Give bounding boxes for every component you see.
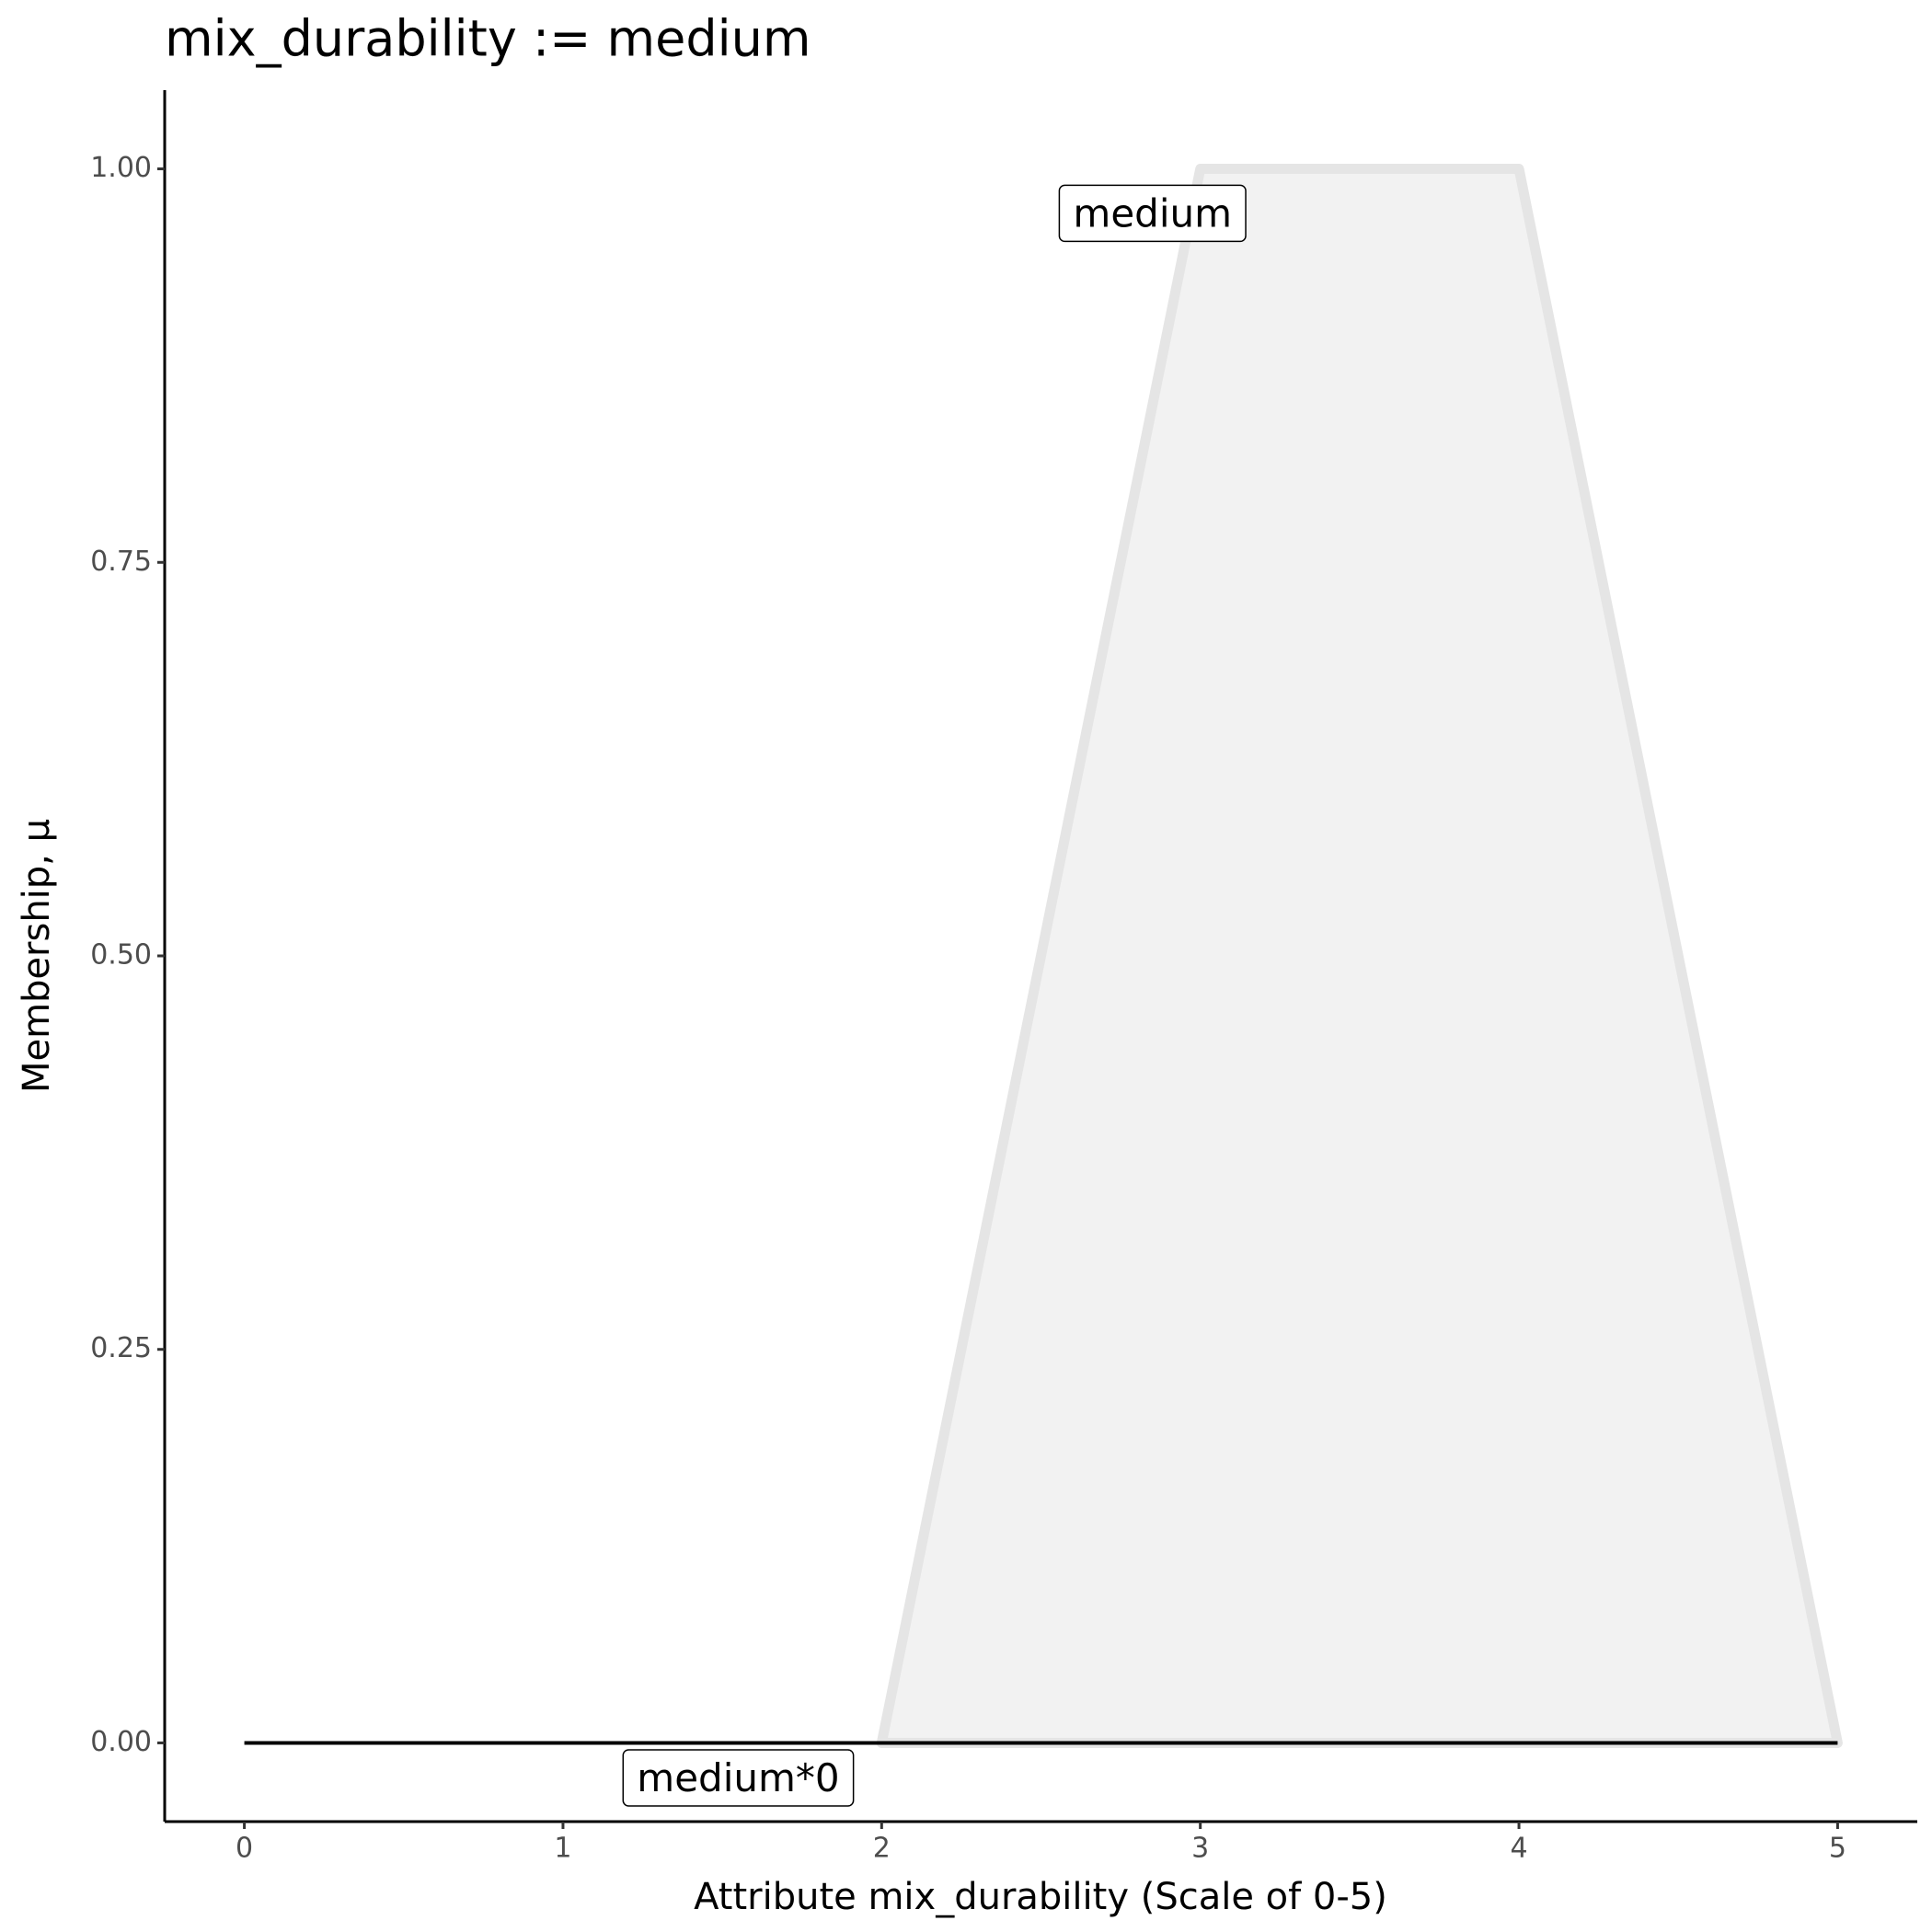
- y-axis-title: Membership, μ: [16, 819, 58, 1093]
- y-tick-label: 0.50: [90, 939, 152, 972]
- x-axis-title: Attribute mix_durability (Scale of 0-5): [694, 1876, 1387, 1918]
- x-tick-label: 3: [1191, 1833, 1209, 1865]
- y-tick-label: 0.00: [90, 1726, 152, 1758]
- x-tick-label: 0: [236, 1833, 253, 1865]
- label-box: [622, 1749, 855, 1807]
- y-tick-label: 0.75: [90, 546, 152, 578]
- y-tick-label: 0.25: [90, 1332, 152, 1364]
- y-tick-label: 1.00: [90, 152, 152, 184]
- x-tick-label: 5: [1829, 1833, 1846, 1865]
- series-label: medium: [1073, 190, 1232, 236]
- x-tick-label: 1: [554, 1833, 571, 1865]
- x-tick-label: 2: [873, 1833, 891, 1865]
- chart-title: mix_durability := medium: [165, 10, 811, 68]
- label-box: [1058, 184, 1247, 243]
- x-tick-label: 4: [1510, 1833, 1527, 1865]
- series-label: medium*0: [637, 1755, 839, 1800]
